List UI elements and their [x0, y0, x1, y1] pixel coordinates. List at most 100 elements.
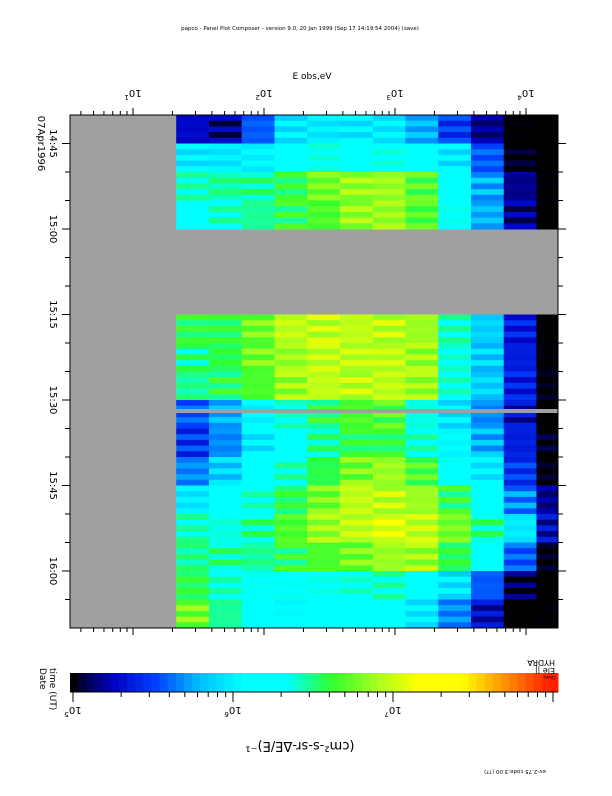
heatmap-cell	[339, 422, 374, 429]
colorbar-segment	[346, 673, 356, 692]
colorbar-segment	[94, 673, 104, 692]
heatmap-cell	[438, 536, 472, 543]
heatmap-cell	[208, 525, 243, 532]
heatmap-cell	[405, 160, 439, 167]
heatmap-cell	[241, 337, 275, 344]
heatmap-cell	[405, 588, 439, 595]
heatmap-cell	[438, 496, 472, 504]
heatmap-cell	[470, 582, 505, 589]
heatmap-cell	[470, 468, 505, 475]
heatmap-cell	[339, 371, 374, 378]
heatmap-cell	[307, 348, 341, 355]
heatmap-cell	[339, 337, 374, 344]
heatmap-cell	[438, 610, 472, 618]
heatmap-cell	[536, 571, 559, 578]
heatmap-cell	[241, 200, 275, 207]
heatmap-cell	[405, 559, 439, 566]
heatmap-cell	[405, 206, 439, 213]
heatmap-cell	[438, 166, 472, 173]
heatmap-cell	[176, 354, 210, 361]
heatmap-cell	[372, 172, 406, 179]
colorbar-segment	[419, 673, 429, 692]
colorbar-segment	[509, 673, 518, 692]
heatmap-cell	[208, 120, 243, 127]
heatmap-cell	[307, 422, 341, 429]
panel-labels: HYDRA Ele || Diveo	[527, 658, 555, 680]
date-label: 07Apr1996	[35, 116, 46, 171]
heatmap-cell	[208, 536, 243, 543]
heatmap-cell	[536, 377, 559, 384]
heatmap-cell	[241, 622, 275, 629]
heatmap-cell	[438, 439, 472, 447]
heatmap-cell	[405, 525, 439, 532]
colorbar-segment	[541, 673, 551, 692]
heatmap-cell	[307, 200, 341, 207]
heatmap-cell	[503, 485, 537, 492]
heatmap-cell	[176, 514, 210, 521]
heatmap-cell	[372, 502, 406, 509]
heatmap-cell	[372, 576, 406, 583]
heatmap-cell	[470, 514, 505, 521]
heatmap-cell	[470, 149, 505, 156]
heatmap-cell	[339, 479, 374, 486]
heatmap-cell	[405, 610, 439, 618]
heatmap-cell	[536, 514, 559, 521]
heatmap-cell	[208, 377, 243, 384]
heatmap-cell	[176, 474, 210, 481]
panel-small-label: Diveo	[543, 675, 555, 680]
heatmap-cell	[470, 166, 505, 173]
heatmap-cell	[241, 149, 275, 156]
heatmap-cell	[405, 331, 439, 338]
heatmap-cell	[307, 428, 341, 435]
heatmap-cell	[372, 531, 406, 538]
heatmap-cell	[241, 593, 275, 600]
heatmap-cell	[208, 149, 243, 156]
heatmap-cell	[405, 172, 439, 179]
heatmap-cell	[405, 434, 439, 441]
heatmap-cell	[438, 343, 472, 350]
heatmap-cell	[208, 172, 243, 179]
heatmap-cell	[274, 371, 308, 378]
heatmap-cell	[372, 400, 406, 407]
heatmap-cell	[536, 411, 559, 418]
heatmap-cell	[503, 394, 537, 401]
heatmap-cell	[503, 593, 537, 600]
heatmap-cell	[339, 405, 374, 412]
heatmap-cell	[470, 491, 505, 498]
heatmap-cell	[307, 536, 341, 543]
heatmap-cell	[536, 115, 559, 122]
heatmap-cell	[208, 371, 243, 378]
heatmap-cell	[307, 120, 341, 127]
colorbar-segment	[517, 673, 526, 692]
heatmap-cell	[405, 599, 439, 606]
heatmap-cell	[438, 388, 472, 395]
heatmap-cell	[274, 320, 308, 327]
heatmap-cell	[274, 337, 308, 344]
heatmap-cell	[307, 593, 341, 600]
heatmap-cell	[405, 519, 439, 526]
heatmap-cell	[503, 434, 537, 441]
heatmap-cell	[503, 479, 537, 486]
heatmap-cell	[339, 491, 374, 498]
heatmap-cell	[176, 194, 210, 201]
heatmap-cell	[241, 502, 275, 509]
heatmap-cell	[503, 400, 537, 407]
heatmap-cell	[274, 525, 308, 532]
heatmap-cell	[438, 217, 472, 224]
heatmap-cell	[503, 149, 537, 156]
colorbar-segment	[240, 673, 250, 692]
heatmap-cell	[470, 154, 505, 162]
heatmap-cell	[339, 206, 374, 213]
heatmap-cell	[503, 377, 537, 384]
heatmap-cell	[536, 337, 559, 344]
colorbar-segment	[151, 673, 160, 692]
heatmap-cell	[307, 411, 341, 418]
heatmap-cell	[339, 377, 374, 384]
heatmap-cell	[536, 616, 559, 623]
heatmap-cell	[372, 194, 406, 201]
heatmap-cell	[241, 343, 275, 350]
heatmap-cell	[372, 325, 406, 333]
heatmap-cell	[372, 348, 406, 355]
heatmap-cell	[372, 434, 406, 441]
heatmap-cell	[274, 137, 308, 144]
